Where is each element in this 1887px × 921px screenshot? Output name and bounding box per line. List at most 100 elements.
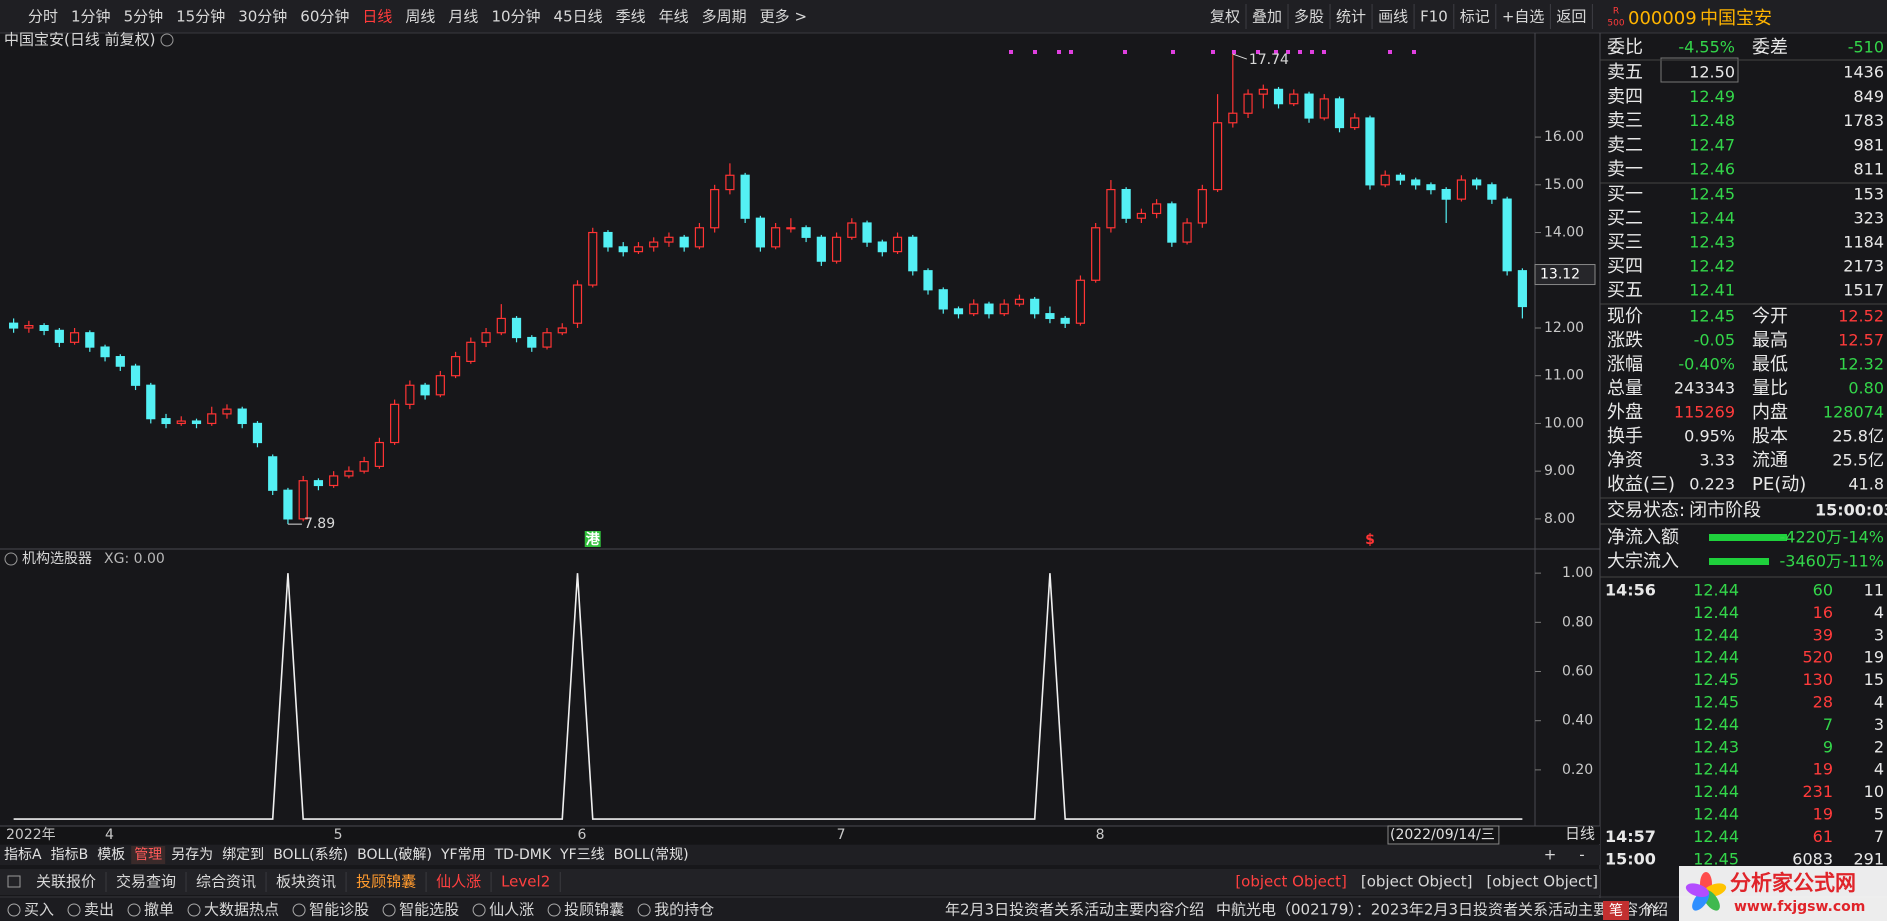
period-tab[interactable]: 15分钟 — [176, 8, 225, 26]
action-button[interactable]: 智能选股 — [399, 901, 459, 919]
action-button[interactable]: 买入 — [24, 901, 54, 919]
indicator-tab[interactable]: BOLL(破解) — [357, 847, 432, 863]
period-tab[interactable]: 60分钟 — [300, 8, 349, 26]
field-value: -510 — [1848, 38, 1884, 57]
period-tab[interactable]: 多周期 — [702, 8, 747, 26]
candle-body — [740, 174, 750, 219]
info-tab[interactable]: 综合资讯 — [196, 873, 256, 891]
indicator-tab[interactable]: BOLL(常规) — [614, 847, 689, 863]
info-right-tab[interactable]: [object Object] — [1361, 873, 1473, 891]
tool-button[interactable]: 画线 — [1378, 8, 1408, 26]
field-label: 委差 — [1752, 37, 1788, 58]
action-bar — [0, 898, 1887, 921]
indicator-tab[interactable]: 指标B — [51, 847, 89, 863]
info-tab[interactable]: 交易查询 — [116, 873, 176, 891]
tool-button[interactable]: 多股 — [1294, 8, 1324, 26]
action-icon — [7, 903, 21, 917]
indicator-tab[interactable]: 绑定到 — [222, 847, 264, 863]
period-tab[interactable]: 10分钟 — [491, 8, 540, 26]
candle-body — [984, 303, 994, 315]
candle-body — [359, 461, 369, 472]
period-tab[interactable]: 1分钟 — [71, 8, 111, 26]
bid-volume: 1184 — [1843, 233, 1884, 252]
candle-body — [649, 241, 659, 248]
info-tab[interactable]: 关联报价 — [36, 873, 96, 891]
field-value: 0.223 — [1689, 475, 1735, 494]
period-tab[interactable]: 周线 — [405, 8, 435, 26]
period-tab[interactable]: 月线 — [448, 8, 478, 26]
field-value: 41.8 — [1848, 475, 1884, 494]
indicator-tab[interactable]: 另存为 — [171, 847, 213, 863]
candle-body — [786, 227, 796, 230]
action-button[interactable]: 我的持仓 — [654, 901, 714, 919]
period-tab[interactable]: 45日线 — [554, 8, 603, 26]
indicator-icon[interactable] — [4, 552, 18, 566]
trade-volume: 39 — [1813, 625, 1833, 644]
info-tab[interactable]: 仙人涨 — [436, 873, 481, 891]
info-tab[interactable]: 板块资讯 — [276, 873, 336, 891]
action-button[interactable]: 大数据热点 — [204, 901, 279, 919]
signal-dot — [1211, 50, 1215, 54]
tool-button[interactable]: F10 — [1420, 8, 1448, 26]
action-button[interactable]: 卖出 — [84, 901, 114, 919]
field-label: 最低 — [1752, 354, 1788, 375]
period-tab[interactable]: 季线 — [616, 8, 646, 26]
indicator-tab[interactable]: YF常用 — [440, 847, 486, 863]
action-button[interactable]: 仙人涨 — [489, 901, 534, 919]
field-value: -0.05 — [1694, 331, 1735, 350]
candle-body — [1289, 93, 1299, 105]
zoom-out[interactable]: - — [1579, 846, 1584, 864]
period-tab[interactable]: 更多 > — [760, 8, 807, 26]
tool-button[interactable]: 返回 — [1556, 8, 1586, 26]
indicator-tab[interactable]: BOLL(系统) — [273, 847, 348, 863]
candle-body — [100, 346, 110, 358]
trade-volume: 130 — [1802, 670, 1833, 689]
candle-body — [466, 341, 476, 362]
period-tab[interactable]: 分时 — [28, 8, 58, 26]
chart-title: 中国宝安(日线 前复权) — [4, 31, 155, 49]
period-tab[interactable]: 年线 — [659, 8, 689, 26]
tool-button[interactable]: 统计 — [1336, 8, 1366, 26]
bid-price: 12.41 — [1689, 281, 1735, 300]
candle-body — [572, 284, 583, 324]
tool-button[interactable]: +自选 — [1502, 8, 1545, 26]
tool-button[interactable]: 复权 — [1210, 8, 1240, 26]
zoom-in[interactable]: + — [1544, 846, 1557, 864]
period-button[interactable]: 日线 — [1565, 825, 1595, 843]
action-button[interactable]: 智能诊股 — [309, 901, 369, 919]
field-value: 115269 — [1674, 403, 1735, 422]
price-box — [1660, 57, 1739, 83]
action-button[interactable]: 撤单 — [144, 901, 174, 919]
indicator-tab[interactable]: 模板 — [97, 847, 125, 863]
candle-body — [999, 303, 1009, 315]
signal-dot — [1123, 50, 1127, 54]
indicator-tab[interactable]: 管理 — [134, 847, 162, 863]
period-tab[interactable]: 日线 — [362, 8, 392, 26]
sidebar-tab[interactable]: 笔 — [1609, 903, 1623, 919]
candle-body — [9, 322, 19, 329]
indicator-tab[interactable]: 指标A — [4, 847, 42, 863]
news-ticker: 年2月3日投资者关系活动主要内容介绍 — [945, 901, 1204, 919]
info-tab[interactable]: 投顾锦囊 — [356, 873, 416, 891]
badge: 500 — [1607, 19, 1624, 29]
info-right-tab[interactable]: [object Object] — [1486, 873, 1598, 891]
indicator-tab[interactable]: TD-DMK — [494, 847, 552, 863]
trade-price: 12.44 — [1693, 827, 1739, 846]
action-button[interactable]: 投顾锦囊 — [564, 901, 624, 919]
info-right-tab[interactable]: [object Object] — [1235, 873, 1347, 891]
tool-button[interactable]: 叠加 — [1252, 8, 1282, 26]
sidebar-tab[interactable]: 价 — [1643, 903, 1657, 919]
period-tab[interactable]: 5分钟 — [124, 8, 164, 26]
tool-button[interactable]: 标记 — [1460, 8, 1490, 26]
candle-body — [1136, 212, 1146, 219]
period-tab[interactable]: 30分钟 — [238, 8, 287, 26]
info-tab[interactable]: Level2 — [501, 873, 550, 891]
date-axis-bar — [0, 826, 1600, 844]
stock-code: 000009 — [1628, 8, 1697, 29]
candle-body — [877, 241, 887, 253]
indicator-tab[interactable]: YF三线 — [559, 847, 605, 863]
logo-petal — [1685, 883, 1710, 898]
title-icon[interactable] — [160, 33, 174, 47]
